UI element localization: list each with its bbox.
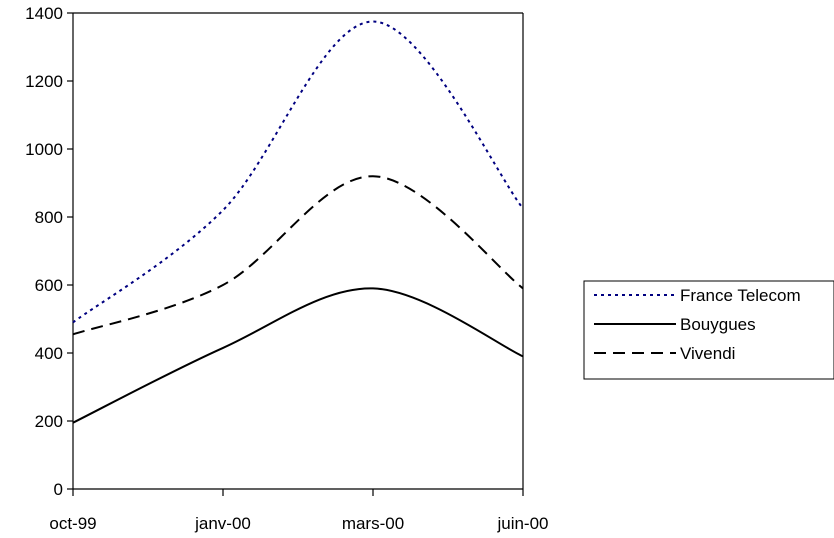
y-tick-label: 1200 — [25, 72, 63, 91]
x-tick-label: juin-00 — [496, 514, 548, 533]
legend-label: Bouygues — [680, 315, 756, 334]
series-line-france-telecom — [72, 20, 524, 324]
series-lines — [72, 20, 524, 424]
y-tick-label: 1000 — [25, 140, 63, 159]
y-tick-label: 800 — [35, 208, 63, 227]
y-tick-label: 200 — [35, 412, 63, 431]
legend-label: France Telecom — [680, 286, 801, 305]
y-tick-label: 1400 — [25, 4, 63, 23]
y-ticks: 0 200 400 600 800 1000 1200 1400 — [25, 4, 73, 499]
series-line-bouygues — [72, 287, 524, 424]
axes — [72, 12, 524, 490]
series-line-vivendi — [72, 175, 524, 336]
y-tick-label: 0 — [54, 480, 63, 499]
legend: France Telecom Bouygues Vivendi — [583, 280, 834, 380]
x-tick-label: janv-00 — [194, 514, 251, 533]
legend-label: Vivendi — [680, 344, 735, 363]
x-tick-label: mars-00 — [342, 514, 404, 533]
x-tick-label: oct-99 — [49, 514, 96, 533]
y-tick-label: 400 — [35, 344, 63, 363]
legend-box — [583, 280, 834, 380]
y-tick-label: 600 — [35, 276, 63, 295]
x-ticks: oct-99 janv-00 mars-00 juin-00 — [49, 489, 549, 533]
